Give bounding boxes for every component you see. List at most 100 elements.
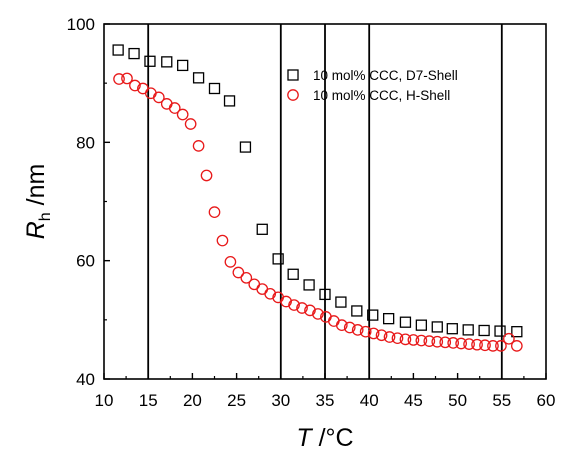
x-axis-title: T /°C	[296, 424, 353, 452]
data-point	[304, 304, 316, 317]
data-point	[327, 315, 340, 327]
data-point	[192, 72, 205, 84]
data-point	[160, 98, 173, 110]
y-axis-title: Rh /nm	[22, 164, 54, 240]
y-axis-subscript: h	[37, 212, 54, 221]
x-tick-label: 15	[139, 391, 158, 410]
data-point	[399, 316, 412, 328]
data-point	[383, 331, 396, 343]
data-point	[495, 340, 507, 352]
data-point	[455, 337, 467, 350]
x-tick-label: 35	[316, 391, 335, 410]
data-point	[335, 296, 347, 308]
data-point	[288, 299, 300, 311]
data-point	[239, 141, 252, 153]
data-point	[382, 312, 395, 325]
data-point	[487, 340, 499, 352]
data-point	[152, 91, 165, 104]
legend-marker	[287, 89, 299, 101]
data-point	[303, 279, 315, 291]
data-point	[367, 327, 380, 340]
data-point	[399, 333, 412, 346]
series-circle	[113, 72, 523, 352]
data-point	[280, 295, 292, 308]
data-point	[479, 339, 491, 352]
data-point	[112, 44, 124, 56]
x-tick-label: 55	[492, 391, 511, 410]
data-point	[351, 324, 364, 336]
y-axis: 40 60 80 100	[67, 15, 110, 389]
data-point	[144, 55, 156, 67]
series-square	[112, 44, 523, 338]
x-tick-label: 10	[95, 391, 114, 410]
data-point	[471, 338, 483, 351]
data-point	[184, 118, 197, 130]
data-point	[129, 79, 141, 92]
data-point	[510, 340, 523, 352]
data-point	[264, 287, 277, 300]
data-point	[391, 332, 404, 345]
y-tick-label: 60	[76, 252, 95, 271]
data-series	[112, 44, 523, 352]
x-tick-label: 30	[271, 391, 290, 410]
y-tick-label: 40	[76, 370, 95, 389]
x-tick-label: 25	[227, 391, 246, 410]
data-point	[113, 73, 125, 85]
x-tick-label: 40	[360, 391, 379, 410]
y-axis-variable: R	[22, 221, 50, 239]
data-point	[145, 87, 157, 100]
data-point	[463, 338, 475, 350]
data-point	[423, 335, 436, 347]
data-point	[447, 337, 460, 349]
data-point	[319, 288, 331, 301]
x-axis-unit: /°C	[312, 424, 354, 452]
data-point	[168, 102, 181, 114]
data-point	[478, 324, 490, 337]
x-tick-label: 50	[448, 391, 467, 410]
data-point	[415, 319, 428, 331]
data-point	[446, 323, 458, 335]
data-point	[375, 329, 388, 342]
y-tick-label: 100	[67, 15, 95, 34]
data-point	[208, 82, 221, 95]
data-point	[351, 305, 363, 317]
data-point	[312, 308, 324, 320]
data-point	[503, 332, 515, 345]
data-point	[359, 325, 372, 338]
data-point	[367, 309, 379, 321]
data-point	[192, 140, 205, 152]
legend: 10 mol% CCC, D7-Shell 10 mol% CCC, H-Shel…	[287, 68, 458, 103]
data-point	[343, 321, 356, 334]
data-point	[511, 326, 523, 338]
data-point	[296, 302, 308, 314]
x-tick-label: 60	[537, 391, 556, 410]
x-tick-label: 20	[183, 391, 202, 410]
y-axis-unit: /nm	[22, 164, 50, 213]
data-point	[216, 234, 229, 247]
data-point	[176, 108, 189, 121]
data-point	[415, 334, 428, 347]
x-tick-label: 45	[404, 391, 423, 410]
legend-label: 10 mol% CCC, H-Shell	[313, 88, 450, 103]
data-point	[128, 47, 140, 60]
x-axis-variable: T	[296, 424, 313, 452]
data-point	[248, 278, 261, 291]
data-point	[431, 321, 443, 333]
y-tick-label: 80	[76, 133, 95, 152]
data-point	[240, 271, 253, 284]
data-point	[200, 169, 213, 182]
data-point	[439, 336, 452, 349]
legend-label: 10 mol% CCC, D7-Shell	[313, 68, 458, 83]
data-point	[287, 268, 299, 280]
data-point	[161, 56, 173, 68]
data-point	[232, 266, 245, 279]
data-point	[224, 255, 237, 268]
data-point	[208, 206, 221, 218]
data-point	[335, 319, 348, 332]
data-point	[494, 325, 506, 337]
legend-item: 10 mol% CCC, H-Shell	[287, 88, 450, 103]
data-point	[121, 72, 133, 85]
data-point	[431, 335, 444, 348]
x-axis: 10 15 20 25 30 35 40 45 50 55 60	[95, 373, 556, 410]
data-point	[256, 283, 269, 295]
